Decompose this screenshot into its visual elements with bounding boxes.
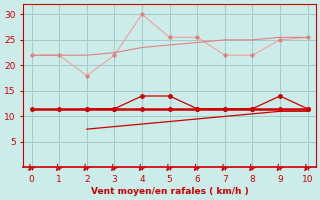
X-axis label: Vent moyen/en rafales ( km/h ): Vent moyen/en rafales ( km/h ) <box>91 187 248 196</box>
